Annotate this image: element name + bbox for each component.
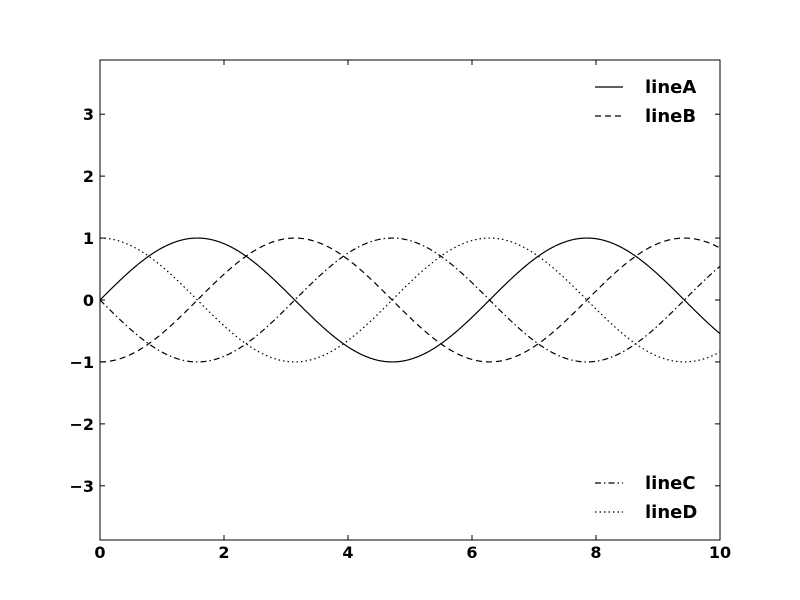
plot-frame — [99, 59, 721, 541]
x-tick-label: 6 — [466, 543, 477, 562]
x-tick-label: 2 — [218, 543, 229, 562]
legend-label-lineC: lineC — [645, 473, 696, 494]
legend-label-lineB: lineB — [645, 106, 696, 127]
x-tick-label: 0 — [94, 543, 105, 562]
series-layer — [100, 237, 720, 363]
y-tick-label: −1 — [69, 353, 94, 372]
legend-label-lineA: lineA — [645, 77, 696, 98]
y-tick-label: 0 — [83, 291, 94, 310]
series-lineC — [100, 237, 720, 363]
legend-lower-right: lineC lineD — [595, 473, 697, 523]
y-tick-label: 2 — [83, 167, 94, 186]
series-lineB — [100, 237, 720, 363]
series-lineD — [100, 237, 720, 363]
legend-upper-right: lineA lineB — [595, 77, 696, 127]
legend-layer: lineA lineB lineC lineD — [595, 77, 697, 523]
y-tick-label: −2 — [69, 415, 94, 434]
y-tick-label: 1 — [83, 229, 94, 248]
ticks-layer: 0 2 4 6 8 10 −3 −2 −1 0 1 2 3 — [69, 60, 731, 562]
legend-label-lineD: lineD — [645, 502, 697, 523]
y-tick-label: 3 — [83, 105, 94, 124]
x-tick-label: 4 — [342, 543, 353, 562]
x-tick-label: 8 — [590, 543, 601, 562]
x-tick-label: 10 — [709, 543, 731, 562]
series-lineA — [100, 237, 720, 363]
y-tick-label: −3 — [69, 477, 94, 496]
